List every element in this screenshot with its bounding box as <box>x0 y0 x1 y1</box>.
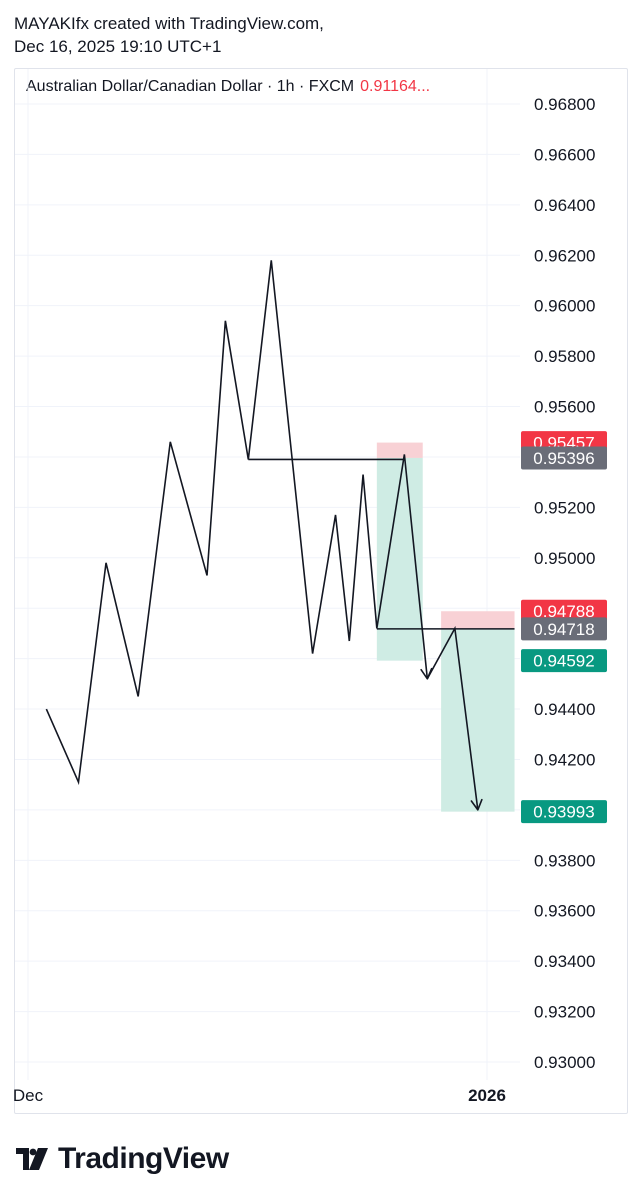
stop-loss-zone <box>376 442 423 458</box>
y-tick-label: 0.95800 <box>534 347 595 366</box>
price-axis-label-bg <box>521 599 607 623</box>
symbol-title: Australian Dollar/Canadian Dollar · 1h ·… <box>26 78 355 95</box>
chart-frame[interactable] <box>14 68 628 1114</box>
y-tick-label: 0.93200 <box>534 1003 595 1022</box>
y-tick-label: 0.93400 <box>534 952 595 971</box>
timestamp-line: Dec 16, 2025 19:10 UTC+1 <box>14 37 222 56</box>
author-line: MAYAKIfx created with TradingView.com, <box>14 14 324 33</box>
arrow-head <box>470 798 483 811</box>
y-tick-label: 0.96200 <box>534 246 595 265</box>
price-axis-label: 0.95396 <box>533 449 594 468</box>
y-tick-label: 0.95200 <box>534 498 595 517</box>
y-tick-label: 0.96800 <box>534 95 595 114</box>
tradingview-wordmark: TradingView <box>58 1142 229 1175</box>
y-tick-label: 0.95000 <box>534 549 595 568</box>
y-tick-label: 0.96000 <box>534 297 595 316</box>
y-tick-label: 0.94200 <box>534 750 595 769</box>
y-tick-label: 0.93600 <box>534 902 595 921</box>
price-axis-label: 0.94788 <box>533 602 594 621</box>
price-axis-label-bg <box>521 617 607 641</box>
symbol-legend[interactable]: Australian Dollar/Canadian Dollar · 1h ·… <box>26 78 430 96</box>
stop-loss-zone <box>441 611 515 629</box>
last-price: 0.91164... <box>360 78 431 95</box>
x-tick-label: 2026 <box>468 1086 506 1105</box>
price-axis-label: 0.94592 <box>533 652 594 671</box>
price-axis-label-bg <box>521 800 607 824</box>
y-tick-label: 0.93800 <box>534 851 595 870</box>
y-tick-label: 0.95600 <box>534 398 595 417</box>
y-tick-label: 0.93000 <box>534 1053 595 1072</box>
price-axis-label-bg <box>521 446 607 470</box>
tradingview-logo[interactable]: TradingView <box>16 1142 229 1176</box>
take-profit-zone <box>441 628 515 812</box>
projection-path-line <box>426 625 479 810</box>
chart-header: MAYAKIfx created with TradingView.com, D… <box>14 12 324 58</box>
x-tick-label: Dec <box>13 1086 44 1105</box>
tradingview-logo-icon <box>16 1148 48 1170</box>
price-axis-label: 0.93993 <box>533 803 594 822</box>
price-path-line <box>45 260 429 786</box>
y-tick-label: 0.96400 <box>534 196 595 215</box>
price-axis-label: 0.94718 <box>533 620 594 639</box>
y-tick-label: 0.96600 <box>534 145 595 164</box>
price-axis-label-bg <box>521 649 607 673</box>
y-tick-label: 0.94400 <box>534 700 595 719</box>
